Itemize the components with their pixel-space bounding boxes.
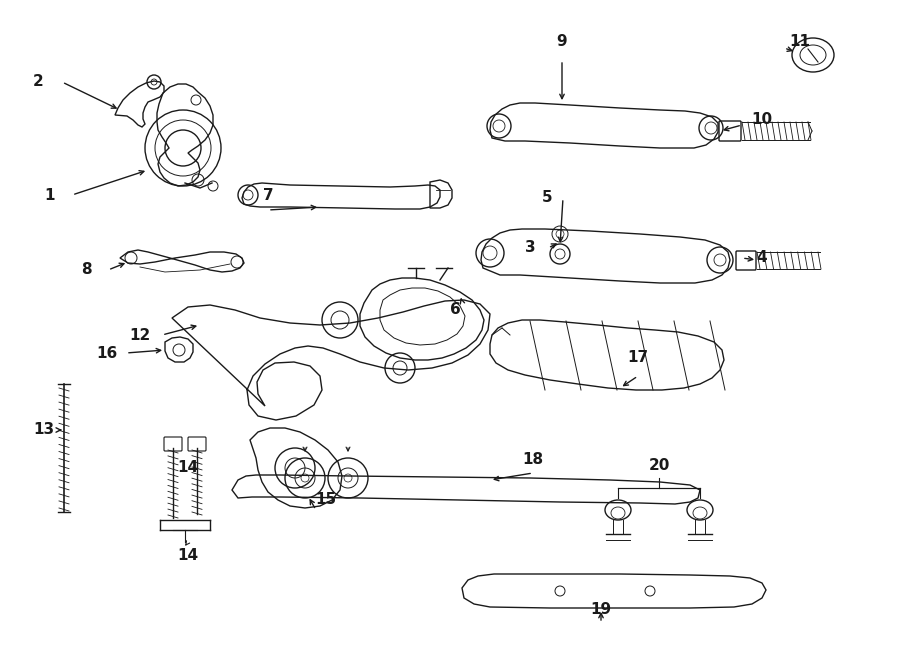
Text: 17: 17	[627, 350, 649, 366]
Text: 3: 3	[525, 241, 535, 256]
Text: 5: 5	[542, 190, 553, 206]
Text: 1: 1	[45, 188, 55, 202]
Text: 4: 4	[757, 251, 768, 266]
Text: 8: 8	[81, 262, 91, 278]
Text: 15: 15	[315, 492, 337, 508]
Text: 2: 2	[32, 75, 43, 89]
Text: 14: 14	[177, 547, 199, 563]
Text: 11: 11	[789, 34, 811, 50]
Text: 12: 12	[130, 327, 150, 342]
Text: 10: 10	[752, 112, 772, 128]
Text: 19: 19	[590, 602, 612, 617]
Text: 16: 16	[96, 346, 118, 360]
Text: 13: 13	[33, 422, 55, 438]
Text: 20: 20	[648, 457, 670, 473]
Text: 14: 14	[177, 461, 199, 475]
Text: 7: 7	[263, 188, 274, 202]
Text: 9: 9	[557, 34, 567, 50]
Text: 18: 18	[522, 453, 544, 467]
Text: 6: 6	[450, 303, 461, 317]
